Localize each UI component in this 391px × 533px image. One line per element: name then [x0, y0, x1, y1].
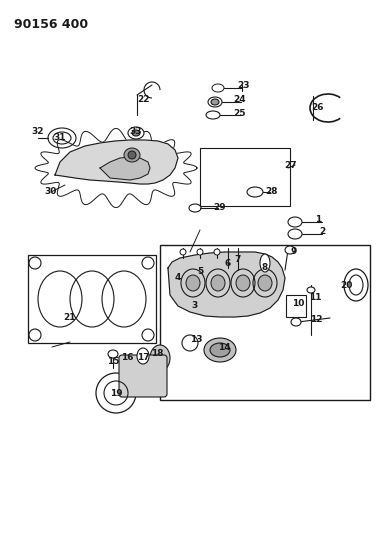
Text: 23: 23: [237, 80, 249, 90]
Bar: [200, 148, 290, 206]
Text: 9: 9: [291, 247, 297, 256]
Text: 20: 20: [340, 280, 352, 289]
Text: 22: 22: [137, 95, 149, 104]
Text: 1: 1: [315, 215, 321, 224]
Text: 31: 31: [54, 133, 66, 141]
Ellipse shape: [186, 275, 200, 291]
Ellipse shape: [150, 345, 170, 371]
Text: 6: 6: [225, 259, 231, 268]
Text: 29: 29: [214, 203, 226, 212]
Text: 19: 19: [110, 389, 122, 398]
Ellipse shape: [137, 348, 149, 364]
Ellipse shape: [260, 254, 270, 272]
Text: 4: 4: [175, 273, 181, 282]
Ellipse shape: [128, 127, 144, 139]
Ellipse shape: [211, 275, 225, 291]
Text: 18: 18: [151, 350, 163, 359]
Text: 5: 5: [197, 268, 203, 277]
Ellipse shape: [285, 246, 295, 254]
Ellipse shape: [180, 249, 186, 255]
Polygon shape: [100, 157, 150, 180]
Text: 30: 30: [45, 188, 57, 197]
Text: 24: 24: [234, 95, 246, 104]
Ellipse shape: [132, 130, 140, 136]
Text: 12: 12: [310, 316, 322, 325]
Text: 21: 21: [64, 312, 76, 321]
Ellipse shape: [210, 343, 230, 357]
Text: 33: 33: [130, 127, 142, 136]
Text: 8: 8: [262, 263, 268, 272]
Text: 25: 25: [234, 109, 246, 117]
Text: 15: 15: [107, 358, 119, 367]
Text: 90156 400: 90156 400: [14, 18, 88, 31]
Text: 26: 26: [312, 103, 324, 112]
Ellipse shape: [108, 350, 118, 358]
Ellipse shape: [214, 249, 220, 255]
Text: 3: 3: [192, 301, 198, 310]
Text: 17: 17: [137, 353, 149, 362]
Text: 2: 2: [319, 228, 325, 237]
Ellipse shape: [197, 249, 203, 255]
Polygon shape: [168, 252, 285, 317]
Text: 7: 7: [235, 255, 241, 264]
Polygon shape: [55, 140, 178, 184]
Text: 11: 11: [309, 294, 321, 303]
FancyBboxPatch shape: [119, 355, 167, 397]
Ellipse shape: [204, 338, 236, 362]
Text: 14: 14: [218, 343, 230, 352]
Ellipse shape: [124, 148, 140, 162]
Text: 13: 13: [190, 335, 202, 344]
Ellipse shape: [291, 318, 301, 326]
Bar: [286, 295, 306, 317]
Bar: [28, 255, 156, 343]
Bar: [160, 245, 370, 400]
Text: 28: 28: [266, 187, 278, 196]
Text: 16: 16: [121, 353, 133, 362]
Text: 10: 10: [292, 298, 304, 308]
Ellipse shape: [236, 275, 250, 291]
Ellipse shape: [307, 287, 315, 293]
Text: 32: 32: [32, 127, 44, 136]
Ellipse shape: [128, 151, 136, 159]
Ellipse shape: [258, 275, 272, 291]
Text: 27: 27: [285, 160, 297, 169]
Ellipse shape: [211, 99, 219, 105]
Ellipse shape: [212, 84, 224, 92]
